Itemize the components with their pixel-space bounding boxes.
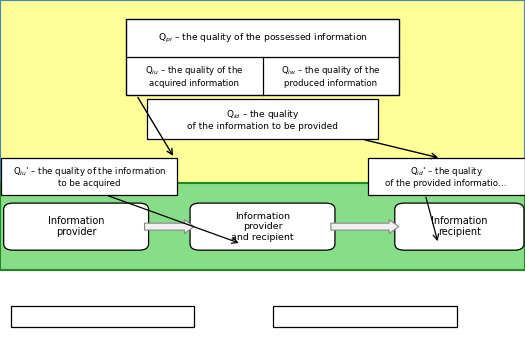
Bar — [147, 100, 378, 139]
Bar — [10, 306, 194, 327]
Text: Q$_{id}$' – the quality
of the provided informatio…: Q$_{id}$' – the quality of the provided … — [385, 165, 507, 188]
Text: Q$_{iw}$ – the quality of the
produced information: Q$_{iw}$ – the quality of the produced i… — [281, 64, 381, 88]
FancyBboxPatch shape — [190, 203, 335, 250]
Text: Q$_{iu}$ – the quality of the
acquired information: Q$_{iu}$ – the quality of the acquired i… — [145, 64, 244, 88]
Text: Q$_{id}$ – the quality
of the information to be provided: Q$_{id}$ – the quality of the informatio… — [187, 108, 338, 131]
Bar — [273, 306, 457, 327]
Bar — [126, 19, 399, 95]
Bar — [0, 183, 525, 270]
Bar — [0, 0, 525, 270]
Text: Information
recipient: Information recipient — [431, 216, 488, 237]
Text: Q$_{pi}$ – the quality of the possessed information: Q$_{pi}$ – the quality of the possessed … — [158, 31, 368, 45]
Bar — [2, 158, 177, 194]
Text: Q$_{iu}$' – the quality of the information
to be acquired: Q$_{iu}$' – the quality of the informati… — [13, 165, 166, 188]
Text: Information
provider
and recipient: Information provider and recipient — [231, 212, 294, 242]
Text: Information
provider: Information provider — [48, 216, 104, 237]
Bar — [368, 158, 525, 194]
FancyBboxPatch shape — [395, 203, 524, 250]
FancyBboxPatch shape — [4, 203, 149, 250]
